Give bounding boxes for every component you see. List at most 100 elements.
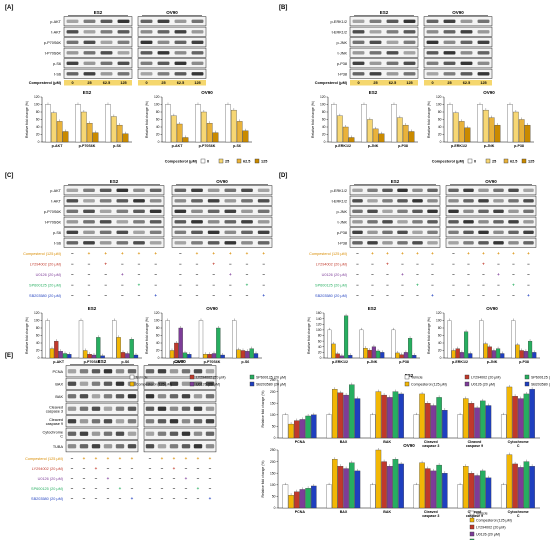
treatment-plus-mark: + [497,272,500,277]
blot-band-label: t-JNK [338,220,348,224]
chart-bar [174,342,179,359]
treatment-label: Compesterol (125 μM) [309,252,348,256]
treatment-plus-mark: + [196,251,199,256]
chart-x-category-label: BAX [340,510,348,514]
chart-bar [220,354,225,359]
chart-bar [500,414,507,439]
treatment-plus-mark: + [527,293,530,298]
blot-band-label: caspase 3 [46,409,63,413]
blot-band [83,209,95,213]
chart-y-tick-label: 120 [34,311,40,315]
treatment-plus-mark: + [431,293,434,298]
blot-band [386,51,399,55]
chart-bar [515,344,520,359]
blot-band [133,199,145,203]
blot-band-label: p-S6 [53,231,61,235]
treatment-minus-mark: − [71,293,74,298]
blot-strip [349,206,441,217]
chart-y-tick-label: 100 [154,319,160,323]
chart-x-category-label: p-ERK1/2 [332,360,348,364]
blot-band [115,444,125,449]
blot-band [352,209,363,213]
chart-bar [236,121,243,143]
chart-bar [200,111,207,143]
chart-bar [294,420,300,439]
chart-y-tick-label: 80 [438,110,442,114]
blot-band [157,72,170,76]
blot-dose-value: 0 [357,81,359,85]
chart-y-axis-label: Relative fold change (%) [427,317,431,354]
blot-strip [423,68,493,79]
chart-bar [413,484,420,509]
treatment-minus-mark: − [212,293,215,298]
treatment-minus-mark: − [119,496,122,501]
treatment-minus-mark: − [185,486,188,491]
chart-y-tick-label: 120 [154,95,160,99]
blot-band [523,209,534,213]
chart-bar [348,355,353,359]
blot-band [66,199,79,203]
blot-band [67,444,77,449]
blot-band [191,220,203,224]
blot-band [99,241,112,245]
treatment-minus-mark: − [179,272,182,277]
blot-band [367,220,378,224]
treatment-plus-mark: + [173,456,176,461]
blot-band [174,30,187,34]
chart-y-tick-label: 120 [316,322,322,326]
chart-bar [288,495,294,509]
blot-band [174,199,187,203]
blot-band [79,431,89,436]
treatment-minus-mark: − [452,293,455,298]
treatment-label: Compesterol (125 μM) [23,252,62,256]
chart-y-tick-label: 0 [274,436,276,440]
blot-band [103,381,113,386]
blot-band [427,188,438,192]
blot-band [367,209,378,213]
chart-bar [485,477,492,509]
blot-band [352,40,365,44]
chart-y-tick-label: 20 [36,133,40,137]
blot-band [66,30,79,34]
blot-band [448,220,459,224]
chart-bar [477,104,483,143]
blot-band-label: p-P38 [337,62,347,66]
blot-band [83,19,96,23]
chart-bar [482,109,489,143]
blot-strip [349,16,419,27]
chart-bar [512,396,518,439]
blot-band [427,220,438,224]
legend-swatch [467,158,473,164]
treatment-label: U0126 (20 μM) [36,273,62,277]
treatment-legend: Vehicle Compesterol (125 μM) LY294002 (20 … [469,510,512,540]
treatment-plus-mark: + [212,262,215,267]
treatment-minus-mark: − [179,251,182,256]
treatment-minus-mark: − [154,262,157,267]
treatment-minus-mark: − [229,262,232,267]
treatment-minus-mark: − [527,272,530,277]
chart-x-category-label: p-JNK [484,144,495,148]
blot-band [117,51,130,55]
chart-y-tick-label: 0 [320,356,322,360]
chart-bar [96,337,101,359]
blot-strip [63,206,165,217]
chart-bar [363,348,368,359]
chart-bar [245,351,250,359]
treatment-minus-mark: − [185,496,188,501]
blot-band [460,72,473,76]
treatment-plus-mark: + [512,283,515,288]
treatment-plus-mark: + [185,456,188,461]
blot-band [397,209,408,213]
blot-strip [445,195,537,206]
treatment-minus-mark: − [386,283,389,288]
blot-band [224,209,237,213]
blot-band-label: p-P70S6K [44,41,62,45]
blot-band [66,230,79,234]
treatment-minus-mark: − [149,476,152,481]
treatment-minus-mark: − [131,486,134,491]
treatment-minus-mark: − [185,466,188,471]
treatment-label: LY294002 (20 μM) [30,263,62,267]
blot-band [174,19,187,23]
treatment-plus-mark: + [386,262,389,267]
panel-d-letter: [D] [279,173,287,179]
